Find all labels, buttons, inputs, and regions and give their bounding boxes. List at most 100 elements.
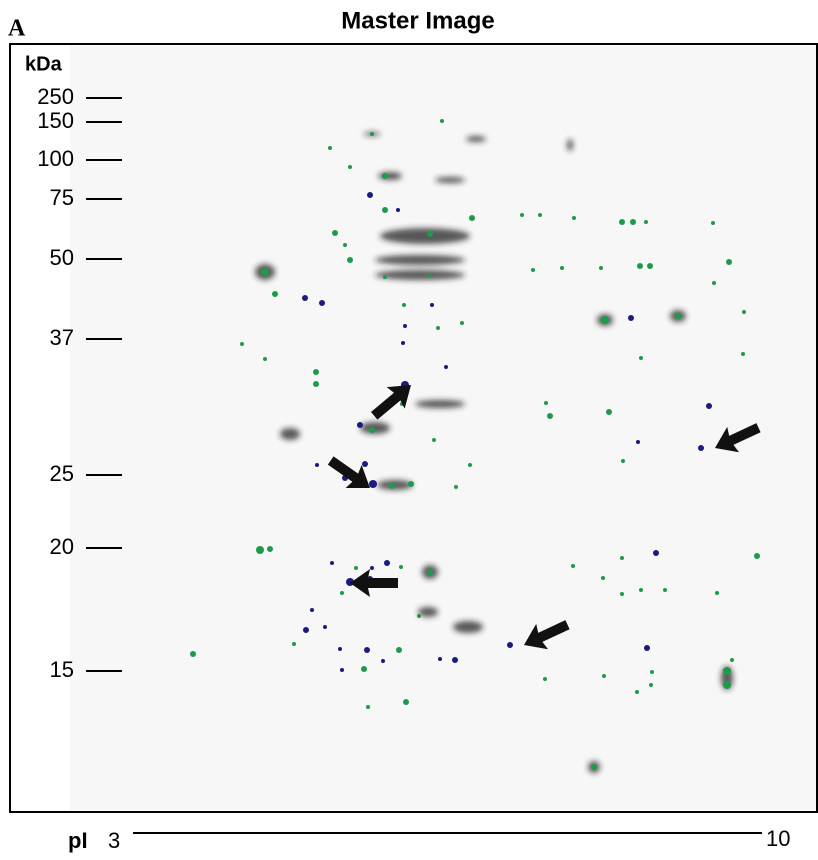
- spot: [338, 647, 342, 651]
- spot: [369, 427, 375, 433]
- spot: [313, 381, 319, 387]
- marker-label: 25: [50, 461, 74, 486]
- spot: [389, 483, 395, 489]
- spot: [190, 651, 196, 657]
- smudges: [255, 132, 733, 773]
- spot: [292, 642, 296, 646]
- smudge: [466, 136, 486, 142]
- spot: [644, 645, 650, 651]
- spot: [267, 546, 273, 552]
- spot: [430, 303, 434, 307]
- spot: [460, 321, 464, 325]
- spot: [315, 463, 319, 467]
- spot: [382, 207, 388, 213]
- spot: [444, 365, 448, 369]
- smudge: [375, 255, 465, 265]
- spot: [436, 326, 440, 330]
- spot: [401, 341, 405, 345]
- spot: [723, 681, 731, 689]
- spot: [340, 591, 344, 595]
- spot: [712, 281, 716, 285]
- spot: [754, 553, 760, 559]
- smudge: [380, 228, 470, 244]
- spot: [440, 119, 444, 123]
- spot: [741, 352, 745, 356]
- spot: [620, 556, 624, 560]
- spot: [347, 257, 353, 263]
- arrow: [327, 456, 370, 488]
- spot: [653, 550, 659, 556]
- spot: [382, 173, 388, 179]
- spot: [675, 313, 681, 319]
- spot: [636, 440, 640, 444]
- spot: [571, 564, 575, 568]
- marker-label: 100: [37, 146, 74, 171]
- spot: [706, 403, 712, 409]
- spot: [602, 674, 606, 678]
- spot: [538, 213, 542, 217]
- spot: [544, 401, 548, 405]
- spot: [364, 647, 370, 653]
- spot: [620, 592, 624, 596]
- arrows: [327, 385, 761, 650]
- spot: [332, 230, 338, 236]
- smudge: [567, 139, 573, 151]
- spot: [639, 588, 643, 592]
- spot: [520, 213, 524, 217]
- spot: [647, 263, 653, 269]
- spot: [663, 588, 667, 592]
- spot: [403, 699, 409, 705]
- spot: [370, 132, 374, 136]
- x-end: 10: [766, 826, 790, 851]
- spot: [621, 459, 625, 463]
- spots: [190, 119, 760, 770]
- spot: [348, 165, 352, 169]
- spot: [303, 627, 309, 633]
- spot: [572, 216, 576, 220]
- spot: [381, 659, 385, 663]
- spot: [427, 569, 433, 575]
- spot: [742, 310, 746, 314]
- x-start: 3: [108, 828, 120, 853]
- smudge: [280, 428, 300, 440]
- spot: [261, 268, 269, 276]
- spot: [403, 324, 407, 328]
- spot: [606, 409, 612, 415]
- spot: [396, 647, 402, 653]
- spot: [601, 576, 605, 580]
- marker-label: 50: [50, 245, 74, 270]
- spot: [310, 608, 314, 612]
- spot: [428, 273, 432, 277]
- spot: [323, 625, 327, 629]
- spot: [507, 642, 513, 648]
- spot: [635, 690, 639, 694]
- spot: [357, 422, 363, 428]
- spot: [313, 369, 319, 375]
- spot: [637, 263, 643, 269]
- spot: [698, 445, 704, 451]
- spot: [649, 683, 653, 687]
- spot: [369, 480, 377, 488]
- title: Master Image: [341, 7, 494, 34]
- spot: [396, 208, 400, 212]
- spot: [330, 561, 334, 565]
- smudge: [377, 480, 413, 490]
- spot: [711, 221, 715, 225]
- spot: [630, 219, 636, 225]
- spot: [384, 560, 390, 566]
- arrow: [524, 620, 570, 650]
- spot: [644, 220, 648, 224]
- smudge: [360, 422, 390, 434]
- spot: [639, 356, 643, 360]
- spot: [361, 666, 367, 672]
- marker-label: 75: [50, 185, 74, 210]
- spot: [543, 677, 547, 681]
- spot: [343, 243, 347, 247]
- marker-label: 20: [50, 534, 74, 559]
- spot: [362, 461, 368, 467]
- spot: [427, 231, 433, 237]
- panel-label: A: [8, 16, 26, 42]
- spot: [599, 266, 603, 270]
